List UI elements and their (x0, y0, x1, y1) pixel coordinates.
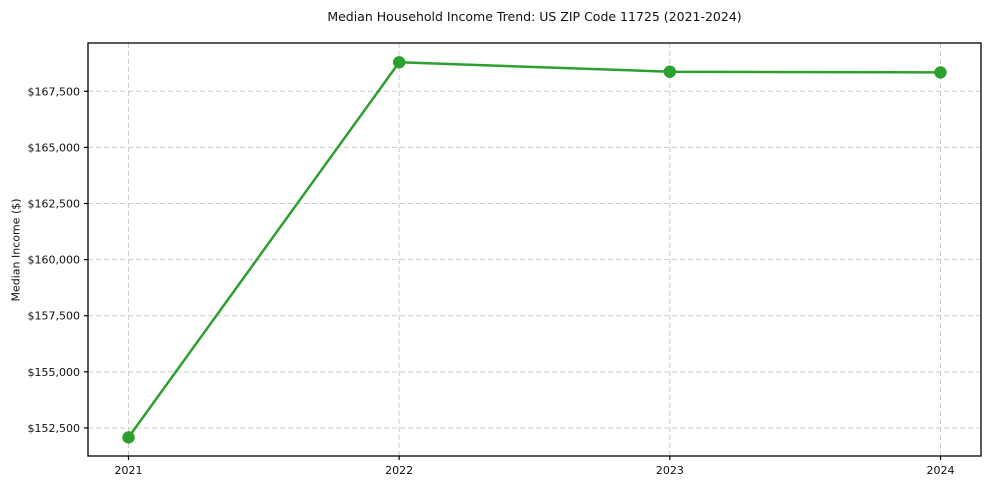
x-tick-label: 2022 (385, 464, 413, 477)
x-tick-label: 2023 (656, 464, 684, 477)
y-tick-label: $155,000 (28, 366, 81, 379)
x-tick-label: 2024 (927, 464, 955, 477)
data-point-2022 (392, 56, 406, 69)
data-point-2021 (122, 431, 135, 444)
trend-line (127, 61, 942, 439)
y-tick-label: $157,500 (28, 310, 81, 323)
data-point-2024 (934, 66, 947, 79)
plot-border (87, 42, 982, 457)
y-tick-label: $162,500 (28, 197, 81, 210)
y-tick-label: $152,500 (28, 422, 81, 435)
y-tick-label: $165,000 (28, 141, 81, 154)
chart-title: Median Household Income Trend: US ZIP Co… (327, 9, 742, 24)
data-point-2023 (663, 65, 677, 78)
y-tick-label: $167,500 (28, 85, 81, 98)
y-tick-label: $160,000 (28, 254, 81, 267)
x-tick-label: 2021 (115, 464, 143, 477)
